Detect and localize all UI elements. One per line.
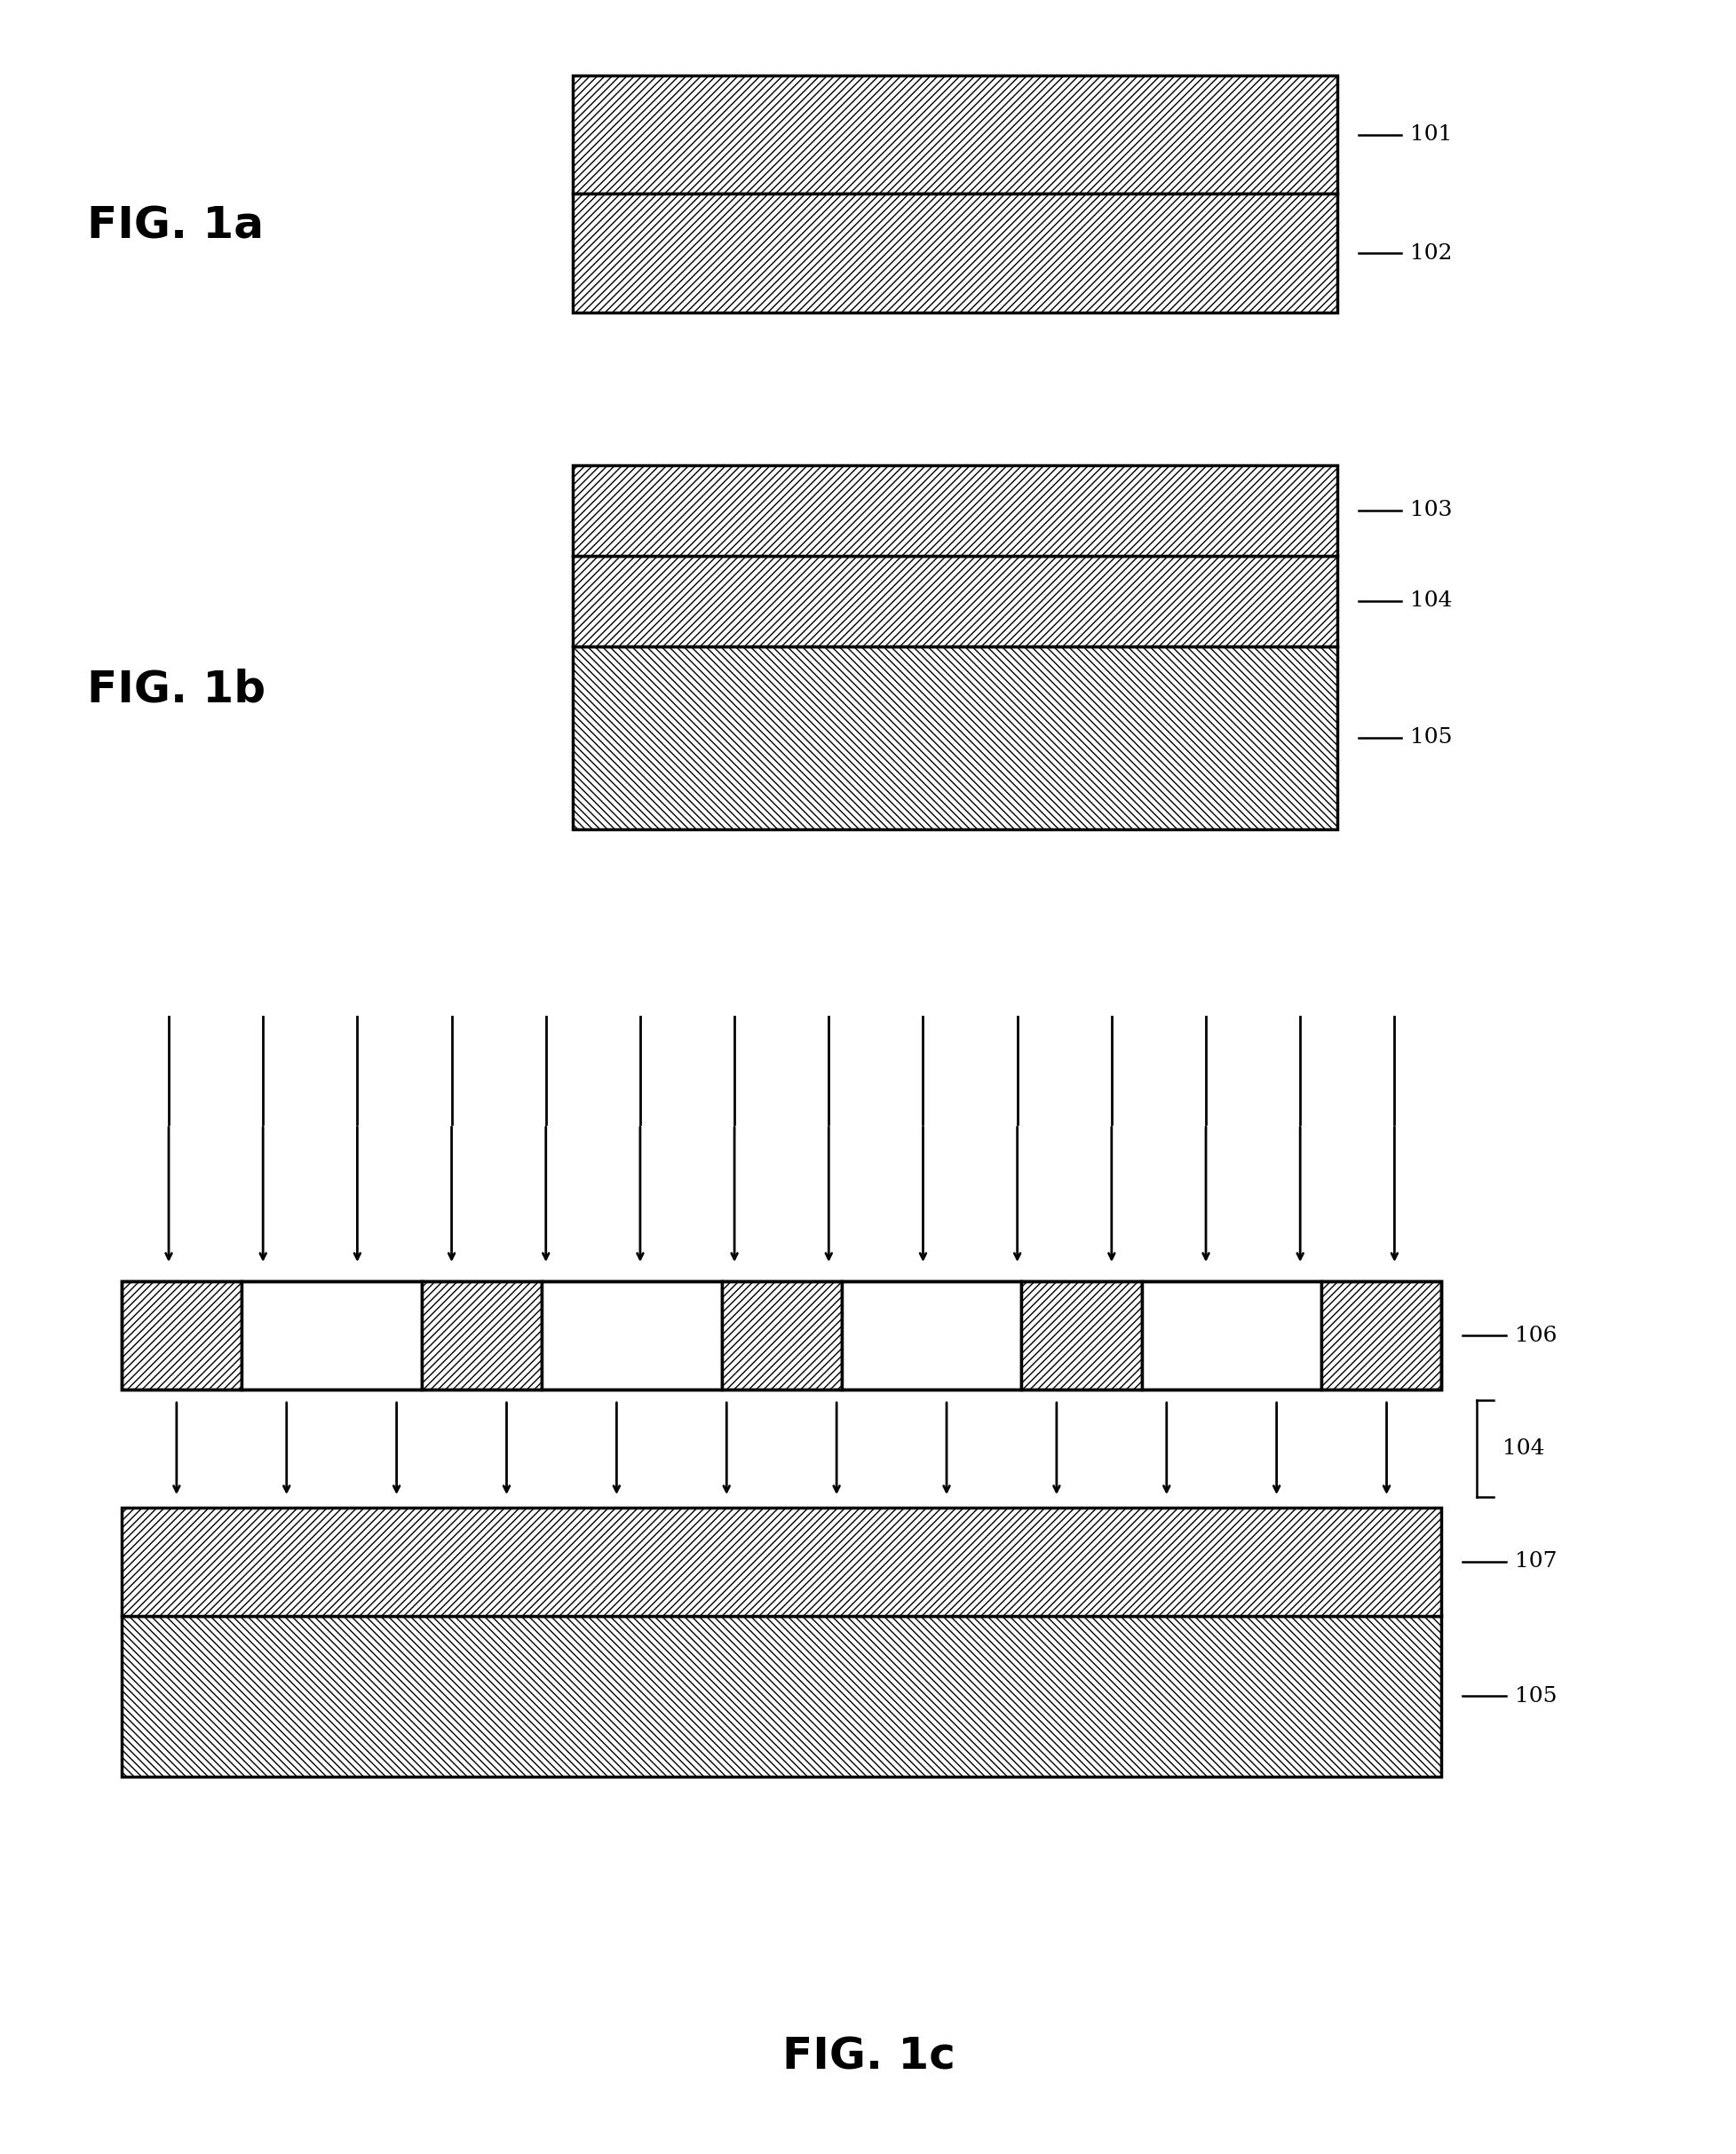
Bar [842,1282,1021,1389]
Bar [122,1616,1441,1777]
Text: 104: 104 [1410,590,1451,612]
Bar [573,194,1337,312]
Bar [241,1282,422,1389]
Bar [1141,1282,1321,1389]
Text: 104: 104 [1502,1439,1543,1458]
Text: FIG. 1c: FIG. 1c [781,2036,955,2079]
Text: FIG. 1a: FIG. 1a [87,205,264,248]
Bar [542,1282,720,1389]
Bar [573,465,1337,556]
Text: 107: 107 [1514,1551,1555,1572]
Bar [122,1282,1441,1389]
Bar [573,646,1337,829]
Text: 101: 101 [1410,125,1451,144]
Bar [422,1282,542,1389]
Bar [573,556,1337,646]
Text: FIG. 1b: FIG. 1b [87,668,266,711]
Bar [573,75,1337,194]
Bar [122,1508,1441,1616]
Bar [1021,1282,1141,1389]
Bar [122,1282,241,1389]
Text: 105: 105 [1514,1687,1555,1706]
Text: 102: 102 [1410,243,1451,263]
Text: 106: 106 [1514,1325,1555,1346]
Text: 103: 103 [1410,500,1451,521]
Bar [720,1282,842,1389]
Bar [1321,1282,1441,1389]
Text: 105: 105 [1410,728,1451,747]
